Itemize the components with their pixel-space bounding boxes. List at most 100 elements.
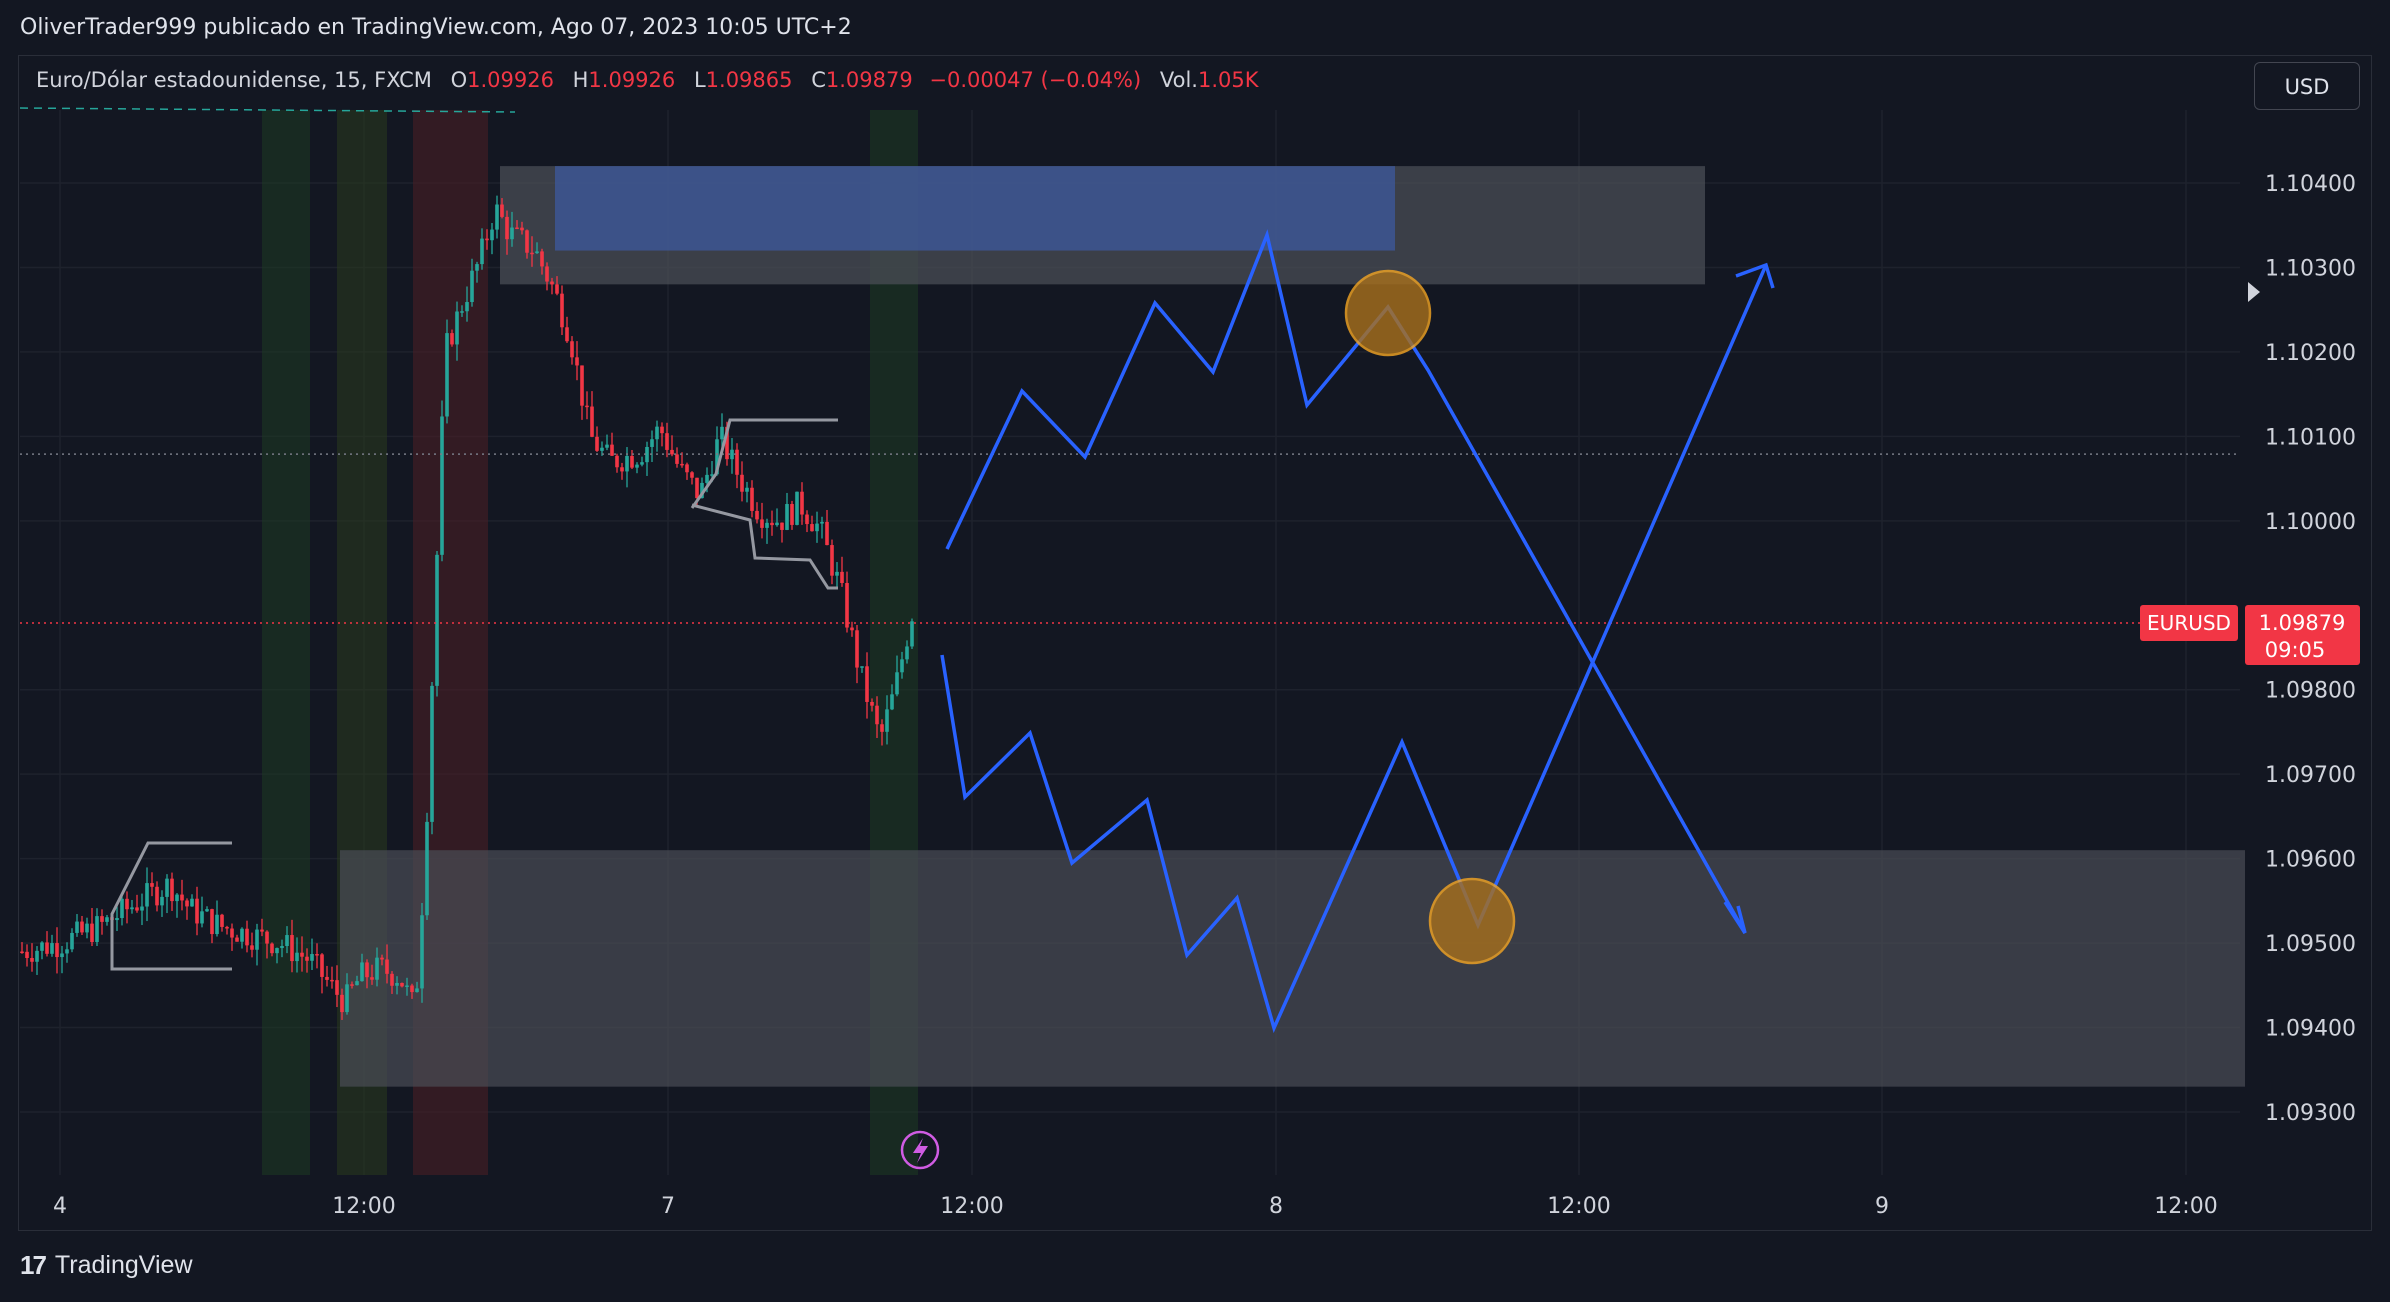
candle-body [835,571,839,576]
candle-body [230,928,234,938]
candle-body [50,943,54,954]
candle-body [185,900,189,907]
candle-body [190,898,194,907]
candle-body [670,449,674,455]
candle-body [360,962,364,982]
price-tick-label: 1.09700 [2265,763,2356,788]
candle-body [765,522,769,528]
candle-body [255,929,259,950]
candle-body [755,510,759,520]
candle-body [710,474,714,476]
candle-body [800,491,804,515]
candle-body [285,935,289,947]
candle-body [700,482,704,499]
projection-lower-arrow [1735,262,1775,289]
candle-body [870,701,874,706]
candle-body [390,973,394,986]
currency-button[interactable]: USD [2254,62,2360,110]
candle-body [195,898,199,924]
candle-body [760,519,764,528]
candle-body [405,985,409,987]
candle-body [550,281,554,285]
candle-body [70,932,74,950]
candle-body [435,554,439,686]
candle-body [395,982,399,986]
projection-paths [900,229,1775,1170]
candle-body [135,907,139,911]
candle-body [895,672,899,695]
candle-body [905,646,909,660]
projection-upper-arrow [1723,901,1747,934]
price-tick-label: 1.10200 [2265,341,2356,366]
price-badge-value: 1.09879 [2259,611,2346,635]
projection-lower [940,264,1768,1034]
price-tick-label: 1.10100 [2265,425,2356,450]
candle-body [75,921,79,933]
candle-body [910,621,914,647]
candlestick-series [20,195,914,1020]
candle-body [665,433,669,450]
candle-body [770,522,774,526]
time-tick-label: 9 [1875,1194,1889,1219]
candle-body [740,474,744,492]
candle-body [105,917,109,922]
candle-body [295,952,299,962]
candle-body [820,521,824,524]
candle-body [715,439,719,475]
candle-body [220,914,224,927]
candle-body [490,229,494,241]
candle-body [545,266,549,282]
tradingview-logo[interactable]: 17 TradingView [20,1248,193,1282]
candle-body [780,522,784,530]
candle-body [530,252,534,255]
candle-body [215,914,219,935]
demand-zone [340,850,2245,1087]
candle-body [205,909,209,912]
candle-body [775,522,779,526]
candle-body [455,311,459,345]
candle-body [790,504,794,525]
price-chart[interactable]: 1.10400 1.10300 1.10200 1.10100 1.10000 1.098… [0,0,2390,1240]
candle-body [890,694,894,710]
candle-body [85,923,89,933]
close-label: C [811,68,826,92]
price-zones [340,166,2245,1087]
candle-body [485,238,489,241]
price-tick-label: 1.10300 [2265,256,2356,281]
candle-body [520,227,524,231]
candle-body [805,514,809,525]
candle-body [460,311,464,313]
candle-body [580,365,584,406]
candle-body [620,467,624,472]
candle-body [155,886,159,906]
candle-body [270,943,274,954]
candle-body [55,943,59,958]
candle-body [730,449,734,460]
open-value: 1.09926 [467,68,554,92]
lightning-bolt-icon [913,1138,928,1163]
candle-body [90,923,94,943]
footer-bar [0,1240,2390,1302]
time-tick-label: 12:00 [2154,1194,2217,1219]
candle-body [625,455,629,472]
candle-body [400,982,404,987]
candle-body [100,916,104,922]
candle-body [330,979,334,982]
price-badge-countdown: 09:05 [2265,638,2326,662]
candle-body [750,487,754,511]
candle-body [440,416,444,555]
candle-body [210,909,214,935]
candle-body [290,935,294,962]
candle-body [880,724,884,732]
candle-body [200,911,204,924]
candle-body [430,685,434,822]
candle-body [315,954,319,956]
candle-body [855,630,859,668]
candle-body [375,957,379,980]
candle-body [695,477,699,499]
channel-lower-left [110,928,232,971]
candle-body [595,436,599,451]
volume-label: Vol. [1159,68,1198,92]
candle-body [65,949,69,954]
time-tick-label: 4 [53,1194,67,1219]
